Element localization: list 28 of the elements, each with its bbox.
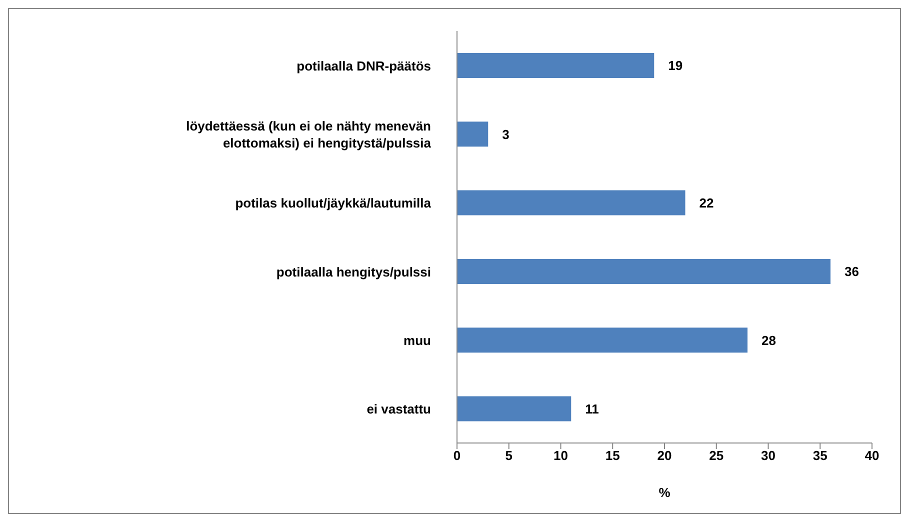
bar (457, 122, 488, 147)
x-tick-label: 10 (554, 448, 568, 464)
data-label: 22 (699, 195, 714, 210)
x-tick-label: 35 (812, 448, 828, 464)
x-tick-label: 5 (505, 448, 512, 464)
y-tick-label: potilaalla DNR-päätös (296, 58, 431, 73)
y-tick-label: ei vastattu (366, 401, 432, 416)
x-tick-label: 25 (709, 448, 724, 464)
y-tick-label: potilas kuollut/jäykkä/lautumilla (235, 195, 432, 210)
x-tick-label: 40 (864, 448, 880, 464)
data-label: 19 (668, 58, 683, 74)
data-label: 28 (762, 332, 776, 348)
x-tick-label: 0 (453, 448, 461, 464)
bar (457, 328, 748, 353)
x-tick-label: 20 (657, 448, 672, 464)
data-label: 11 (585, 401, 599, 416)
y-tick-label: löydettäessä (kun ei ole nähty menevän elottomaksi) ei hengitystä/pulssia (186, 118, 432, 150)
data-label: 3 (502, 126, 510, 142)
bar (457, 190, 686, 216)
y-tick-label: potilaalla hengitys/pulssi (276, 264, 431, 279)
bar (457, 396, 572, 422)
bar (457, 52, 654, 78)
data-label: 36 (844, 264, 859, 280)
x-tick-label: 15 (605, 448, 620, 464)
y-tick-label: muu (404, 332, 432, 348)
bar (457, 258, 830, 284)
x-axis-title: % (658, 485, 671, 500)
x-tick-label: 30 (761, 448, 776, 464)
